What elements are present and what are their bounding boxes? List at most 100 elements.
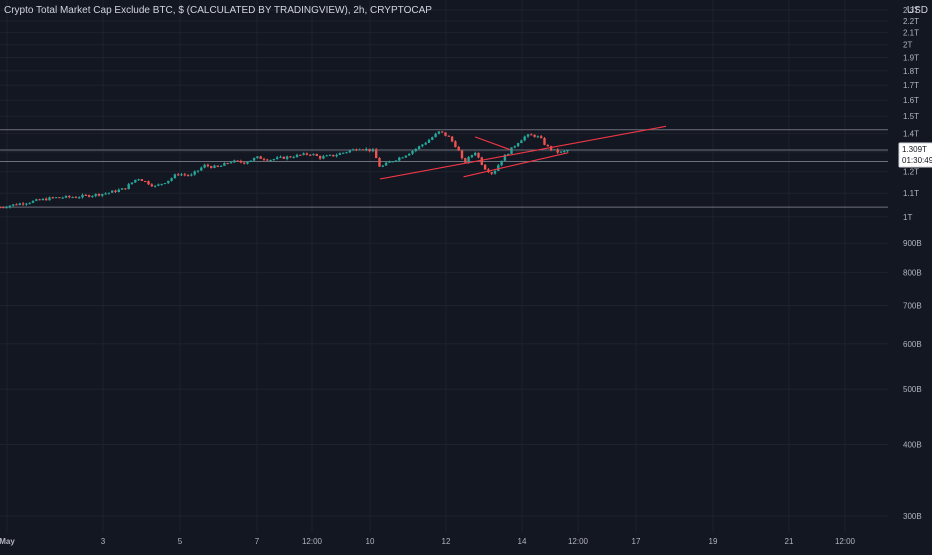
trendline bbox=[474, 136, 511, 151]
candle-body bbox=[302, 153, 305, 155]
candle-body bbox=[503, 154, 507, 161]
candle-body bbox=[167, 180, 170, 184]
candle-body bbox=[388, 161, 391, 163]
price-badge-box bbox=[898, 142, 932, 168]
candle-body bbox=[120, 188, 124, 190]
candle-body bbox=[335, 154, 338, 157]
candle-body bbox=[147, 181, 150, 185]
candle-body bbox=[378, 158, 381, 167]
candle-body bbox=[355, 149, 358, 151]
candle-body bbox=[28, 202, 31, 204]
candle-body bbox=[31, 200, 35, 203]
candle-body bbox=[137, 179, 140, 181]
trendline bbox=[463, 152, 569, 178]
candle-body bbox=[153, 185, 157, 187]
candle-body bbox=[2, 207, 5, 209]
candle-body bbox=[309, 154, 312, 156]
candle-body bbox=[398, 157, 401, 161]
candle-body bbox=[431, 137, 434, 140]
candle-body bbox=[196, 170, 200, 172]
y-tick-label: 400B bbox=[903, 441, 922, 450]
y-tick-label: 700B bbox=[903, 302, 922, 311]
candle-body bbox=[546, 144, 549, 147]
candle-body bbox=[318, 155, 322, 159]
candle-body bbox=[375, 149, 378, 159]
candle-body bbox=[279, 156, 282, 158]
candle-body bbox=[361, 149, 365, 151]
candle-body bbox=[464, 158, 467, 163]
candle-body bbox=[256, 156, 259, 159]
candle-body bbox=[259, 156, 262, 159]
candle-body bbox=[322, 156, 325, 159]
candle-body bbox=[107, 192, 111, 194]
candle-body bbox=[150, 184, 153, 187]
candle-body bbox=[342, 152, 345, 154]
x-tick-label: 12:00 bbox=[568, 537, 589, 546]
candle-body bbox=[460, 150, 464, 159]
candle-body bbox=[203, 164, 206, 168]
y-tick-label: 800B bbox=[903, 268, 922, 277]
candle-body bbox=[272, 159, 276, 161]
candle-body bbox=[252, 158, 256, 161]
x-tick-label: 19 bbox=[709, 537, 718, 546]
currency-label[interactable]: USD bbox=[906, 5, 928, 16]
candle-body bbox=[87, 195, 91, 197]
candle-body bbox=[533, 134, 536, 137]
candle-body bbox=[441, 131, 444, 133]
candle-body bbox=[490, 172, 493, 174]
candle-body bbox=[553, 149, 556, 151]
horizontal-levels bbox=[0, 129, 888, 208]
y-tick-label: 300B bbox=[903, 512, 922, 521]
candle-body bbox=[365, 148, 368, 150]
candle-body bbox=[285, 156, 289, 159]
candle-body bbox=[144, 181, 147, 183]
candle-body bbox=[536, 136, 540, 138]
x-tick-label: 5 bbox=[178, 537, 183, 546]
candle-body bbox=[345, 152, 348, 154]
x-tick-label: 21 bbox=[785, 537, 794, 546]
x-tick-label: 17 bbox=[632, 537, 641, 546]
candle-body bbox=[467, 157, 470, 163]
candle-body bbox=[411, 150, 414, 154]
candle-body bbox=[474, 152, 477, 156]
candle-body bbox=[477, 152, 480, 158]
candle-body bbox=[41, 198, 45, 201]
candle-body bbox=[332, 154, 335, 157]
candle-body bbox=[507, 153, 510, 155]
candle-body bbox=[414, 148, 417, 151]
y-tick-label: 1.2T bbox=[903, 168, 919, 177]
candle-body bbox=[417, 146, 421, 149]
candle-body bbox=[140, 179, 144, 182]
y-tick-label: 900B bbox=[903, 239, 922, 248]
candle-body bbox=[556, 149, 559, 153]
candle-body bbox=[74, 197, 78, 199]
candle-body bbox=[493, 170, 497, 174]
x-tick-label: 12:00 bbox=[302, 537, 323, 546]
candle-body bbox=[348, 150, 351, 153]
candle-body bbox=[530, 134, 533, 136]
candle-body bbox=[173, 174, 177, 179]
x-tick-label: 7 bbox=[255, 537, 260, 546]
candle-body bbox=[177, 174, 180, 176]
candle-body bbox=[312, 154, 315, 156]
candle-body bbox=[18, 203, 21, 206]
candle-body bbox=[450, 136, 454, 142]
candle-body bbox=[483, 164, 487, 170]
candle-body bbox=[516, 143, 520, 147]
candle-body bbox=[223, 163, 226, 166]
candle-body bbox=[338, 153, 342, 155]
x-tick-label: 12:00 bbox=[835, 537, 856, 546]
price-badge-countdown: 01:30:49 bbox=[902, 156, 932, 165]
candle-body bbox=[381, 165, 384, 167]
candle-body bbox=[216, 165, 219, 167]
candle-body bbox=[368, 148, 371, 152]
x-tick-label: 3 bbox=[101, 537, 106, 546]
candle-body bbox=[328, 154, 332, 156]
candle-body bbox=[45, 198, 48, 201]
candle-body bbox=[134, 179, 137, 183]
candle-body bbox=[246, 161, 249, 164]
trendlines bbox=[379, 125, 667, 180]
